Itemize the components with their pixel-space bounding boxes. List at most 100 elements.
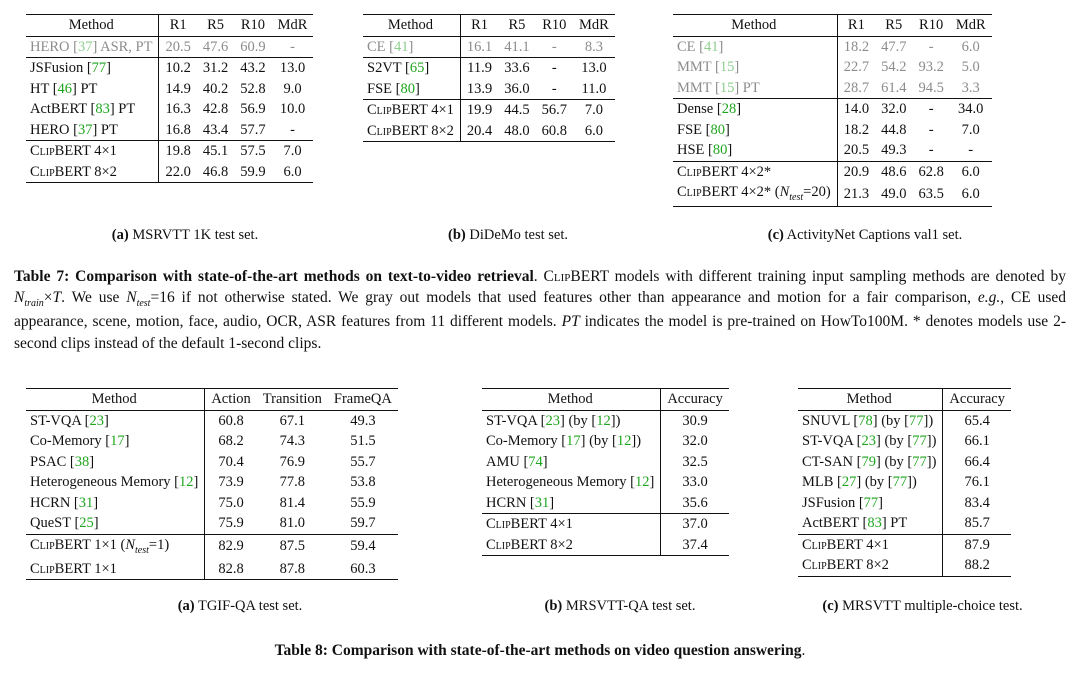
value-cell: 37.4 (660, 534, 729, 557)
value-cell: 32.5 (682, 453, 708, 470)
value-cell: 48.6 (875, 160, 913, 183)
value-cell: - (928, 38, 934, 55)
method-cell: JSFusion [77] (26, 57, 160, 79)
value-cell: - (928, 142, 934, 159)
method-cell: ActBERT [83] PT (26, 99, 160, 120)
value-cell: 49.3 (350, 412, 376, 429)
method-cell: FSE [80] (673, 119, 838, 141)
col-header: Accuracy (942, 388, 1011, 411)
value-cell: 43.4 (202, 121, 229, 138)
value-cell: 57.5 (234, 140, 272, 162)
method-cell: ST-VQA [23] (by [12]) (482, 410, 662, 432)
col-header: Method (26, 14, 160, 37)
method-cell: ClipBERT 4×2* (Ntest=20) (673, 182, 838, 208)
table-row: CE [41] 16.1 41.1 - 8.3 (363, 36, 615, 58)
value-cell: 7.0 (961, 121, 980, 138)
table-row: CT-SAN [79] (by [77]) 66.4 (798, 451, 1011, 473)
table-row: HCRN [31] 75.0 81.4 55.9 (26, 492, 398, 514)
table-row: ST-VQA [23] 60.8 67.1 49.3 (26, 410, 398, 432)
method-cell: ClipBERT 8×2 (363, 120, 461, 143)
value-cell: 70.4 (218, 453, 244, 470)
table-8c-msrvtt-mc: Method Accuracy SNUVL [78] (by [77]) 65.4 ST… (798, 388, 1011, 577)
method-cell: ClipBERT 4×1 (798, 533, 944, 556)
value-cell: 13.0 (271, 57, 314, 79)
method-cell: HCRN [31] (482, 492, 662, 514)
value-cell: 20.5 (843, 142, 870, 159)
col-header: Method (482, 388, 662, 411)
method-cell: HT [46] PT (26, 78, 160, 100)
value-cell: 82.9 (204, 533, 257, 559)
value-cell: 60.8 (535, 120, 574, 143)
table-row: HT [46] PT 14.9 40.2 52.8 9.0 (26, 78, 313, 100)
value-cell: 55.9 (350, 494, 376, 511)
method-cell: ClipBERT 8×2 (26, 161, 160, 184)
value-cell: 7.0 (271, 140, 314, 162)
col-header: Method (26, 388, 206, 411)
value-cell: - (928, 121, 934, 138)
value-cell: - (290, 38, 295, 55)
value-cell: - (551, 80, 557, 97)
value-cell: 56.9 (240, 101, 266, 118)
method-cell: S2VT [65] (363, 57, 461, 79)
value-cell: 42.8 (202, 101, 229, 118)
caption-7b: (b) DiDeMo test set. (447, 227, 569, 243)
table-row: FSE [80] 18.2 44.8 - 7.0 (673, 119, 992, 141)
table-7a-msrvtt-retrieval: Method R1 R5 R10 MdR HERO [37] ASR, PT 20.5 47.… (26, 14, 314, 184)
table-row: HCRN [31] 35.6 (482, 492, 729, 514)
value-cell: 22.0 (158, 161, 197, 184)
method-cell: CE [41] (673, 36, 838, 58)
value-cell: 66.1 (964, 433, 990, 450)
method-cell: JSFusion [77] (798, 492, 944, 514)
method-cell: Heterogeneous Memory [12] (482, 472, 662, 493)
value-cell: - (551, 38, 557, 55)
value-cell: 8.3 (584, 38, 603, 55)
value-cell: 76.1 (964, 474, 990, 491)
method-cell: SNUVL [78] (by [77]) (798, 410, 944, 432)
value-cell: 81.4 (279, 494, 306, 511)
value-cell: 43.2 (234, 57, 272, 79)
method-cell: ST-VQA [23] (26, 410, 206, 432)
col-header: R10 (234, 14, 272, 37)
value-cell: 33.0 (682, 474, 708, 491)
method-cell: Dense [28] (673, 98, 838, 120)
value-cell: 11.9 (460, 57, 499, 79)
table-row: ActBERT [83] PT 16.3 42.8 56.9 10.0 (26, 99, 313, 120)
table-row: QueST [25] 75.9 81.0 59.7 (26, 513, 398, 535)
method-cell: QueST [25] (26, 513, 206, 535)
table-8a-tgif-qa: Method Action Transition FrameQA ST-VQA [23]… (26, 388, 398, 581)
table-row: Co-Memory [17] (by [12]) 32.0 (482, 431, 729, 452)
col-header: R5 (875, 14, 913, 37)
value-cell: 52.8 (240, 80, 266, 97)
method-cell: ST-VQA [23] (by [77]) (798, 431, 944, 452)
method-cell: ClipBERT 8×2 (798, 555, 944, 577)
value-cell: 60.9 (240, 38, 266, 55)
method-cell: CT-SAN [79] (by [77]) (798, 451, 944, 473)
value-cell: 20.5 (165, 38, 191, 55)
value-cell: 18.2 (843, 38, 870, 55)
value-cell: 16.1 (466, 38, 493, 55)
table-row: ST-VQA [23] (by [77]) 66.1 (798, 431, 1011, 452)
table-row: ClipBERT 4×1 19.8 45.1 57.5 7.0 (26, 140, 314, 162)
table-row: HERO [37] PT 16.8 43.4 57.7 - (26, 119, 313, 141)
table-row: CE [41] 18.2 47.7 - 6.0 (673, 36, 992, 58)
method-cell: ClipBERT 1×1 (Ntest=1) (26, 533, 206, 559)
value-cell: 22.7 (843, 59, 870, 76)
col-header: R5 (196, 14, 235, 37)
value-cell: 56.7 (535, 99, 574, 121)
table-7-caption-text: . ClipBERT models with different trainin… (14, 268, 1067, 352)
caption-8c: (c) MRSVTT multiple-choice test. (822, 598, 1023, 614)
table-row: ClipBERT 4×2* (Ntest=20) 21.3 49.0 63.5 6.0 (673, 182, 992, 208)
value-cell: 59.9 (234, 161, 272, 184)
value-cell: 21.3 (837, 182, 876, 208)
value-cell: 67.1 (279, 412, 306, 429)
method-cell: Co-Memory [17] (by [12]) (482, 431, 662, 452)
value-cell: 31.2 (196, 57, 235, 79)
value-cell: 81.0 (279, 515, 306, 532)
caption-7c: (c) ActivityNet Captions val1 set. (767, 227, 963, 243)
table-row: ClipBERT 8×2 88.2 (798, 555, 1011, 577)
method-cell: ClipBERT 8×2 (482, 534, 662, 557)
value-cell: 44.5 (498, 99, 536, 121)
method-cell: PSAC [38] (26, 451, 206, 473)
value-cell: 34.0 (949, 98, 992, 120)
value-cell: 75.9 (218, 515, 244, 532)
